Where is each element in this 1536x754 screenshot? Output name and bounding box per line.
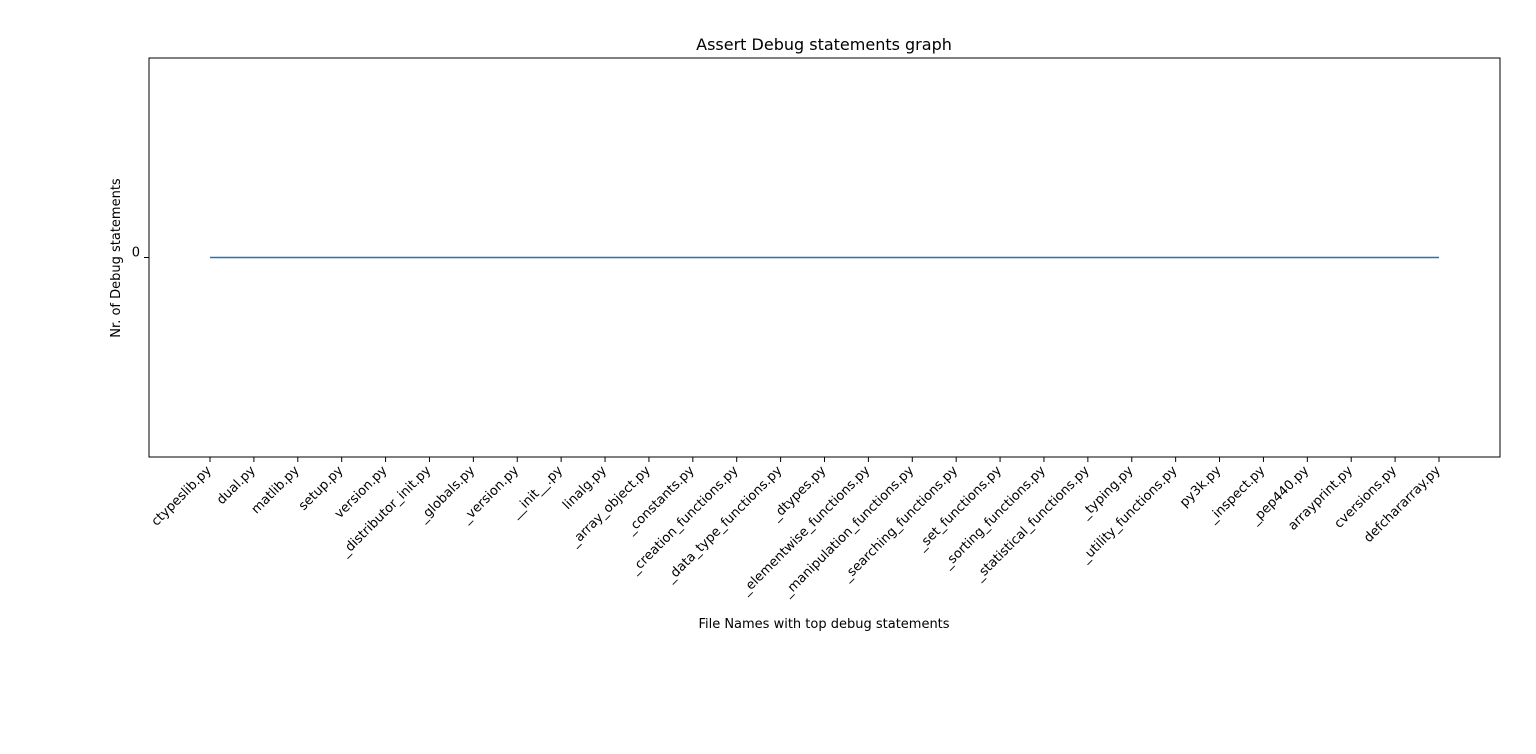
chart-title: Assert Debug statements graph <box>696 35 952 54</box>
x-axis-label: File Names with top debug statements <box>698 617 949 632</box>
x-tick-label: ctypeslib.py <box>149 463 215 529</box>
x-tick-label: _array_object.py <box>567 463 654 550</box>
x-tick-label: defchararray.py <box>1361 463 1444 546</box>
y-axis-label: Nr. of Debug statements <box>109 178 124 338</box>
x-tick-label: dual.py <box>214 463 259 508</box>
plot-area: ctypeslib.py dual.pymatlib.pysetup.pyvers… <box>132 57 1501 601</box>
x-tick-label: matlib.py <box>249 463 303 517</box>
y-tick-label: 0 <box>132 246 140 261</box>
